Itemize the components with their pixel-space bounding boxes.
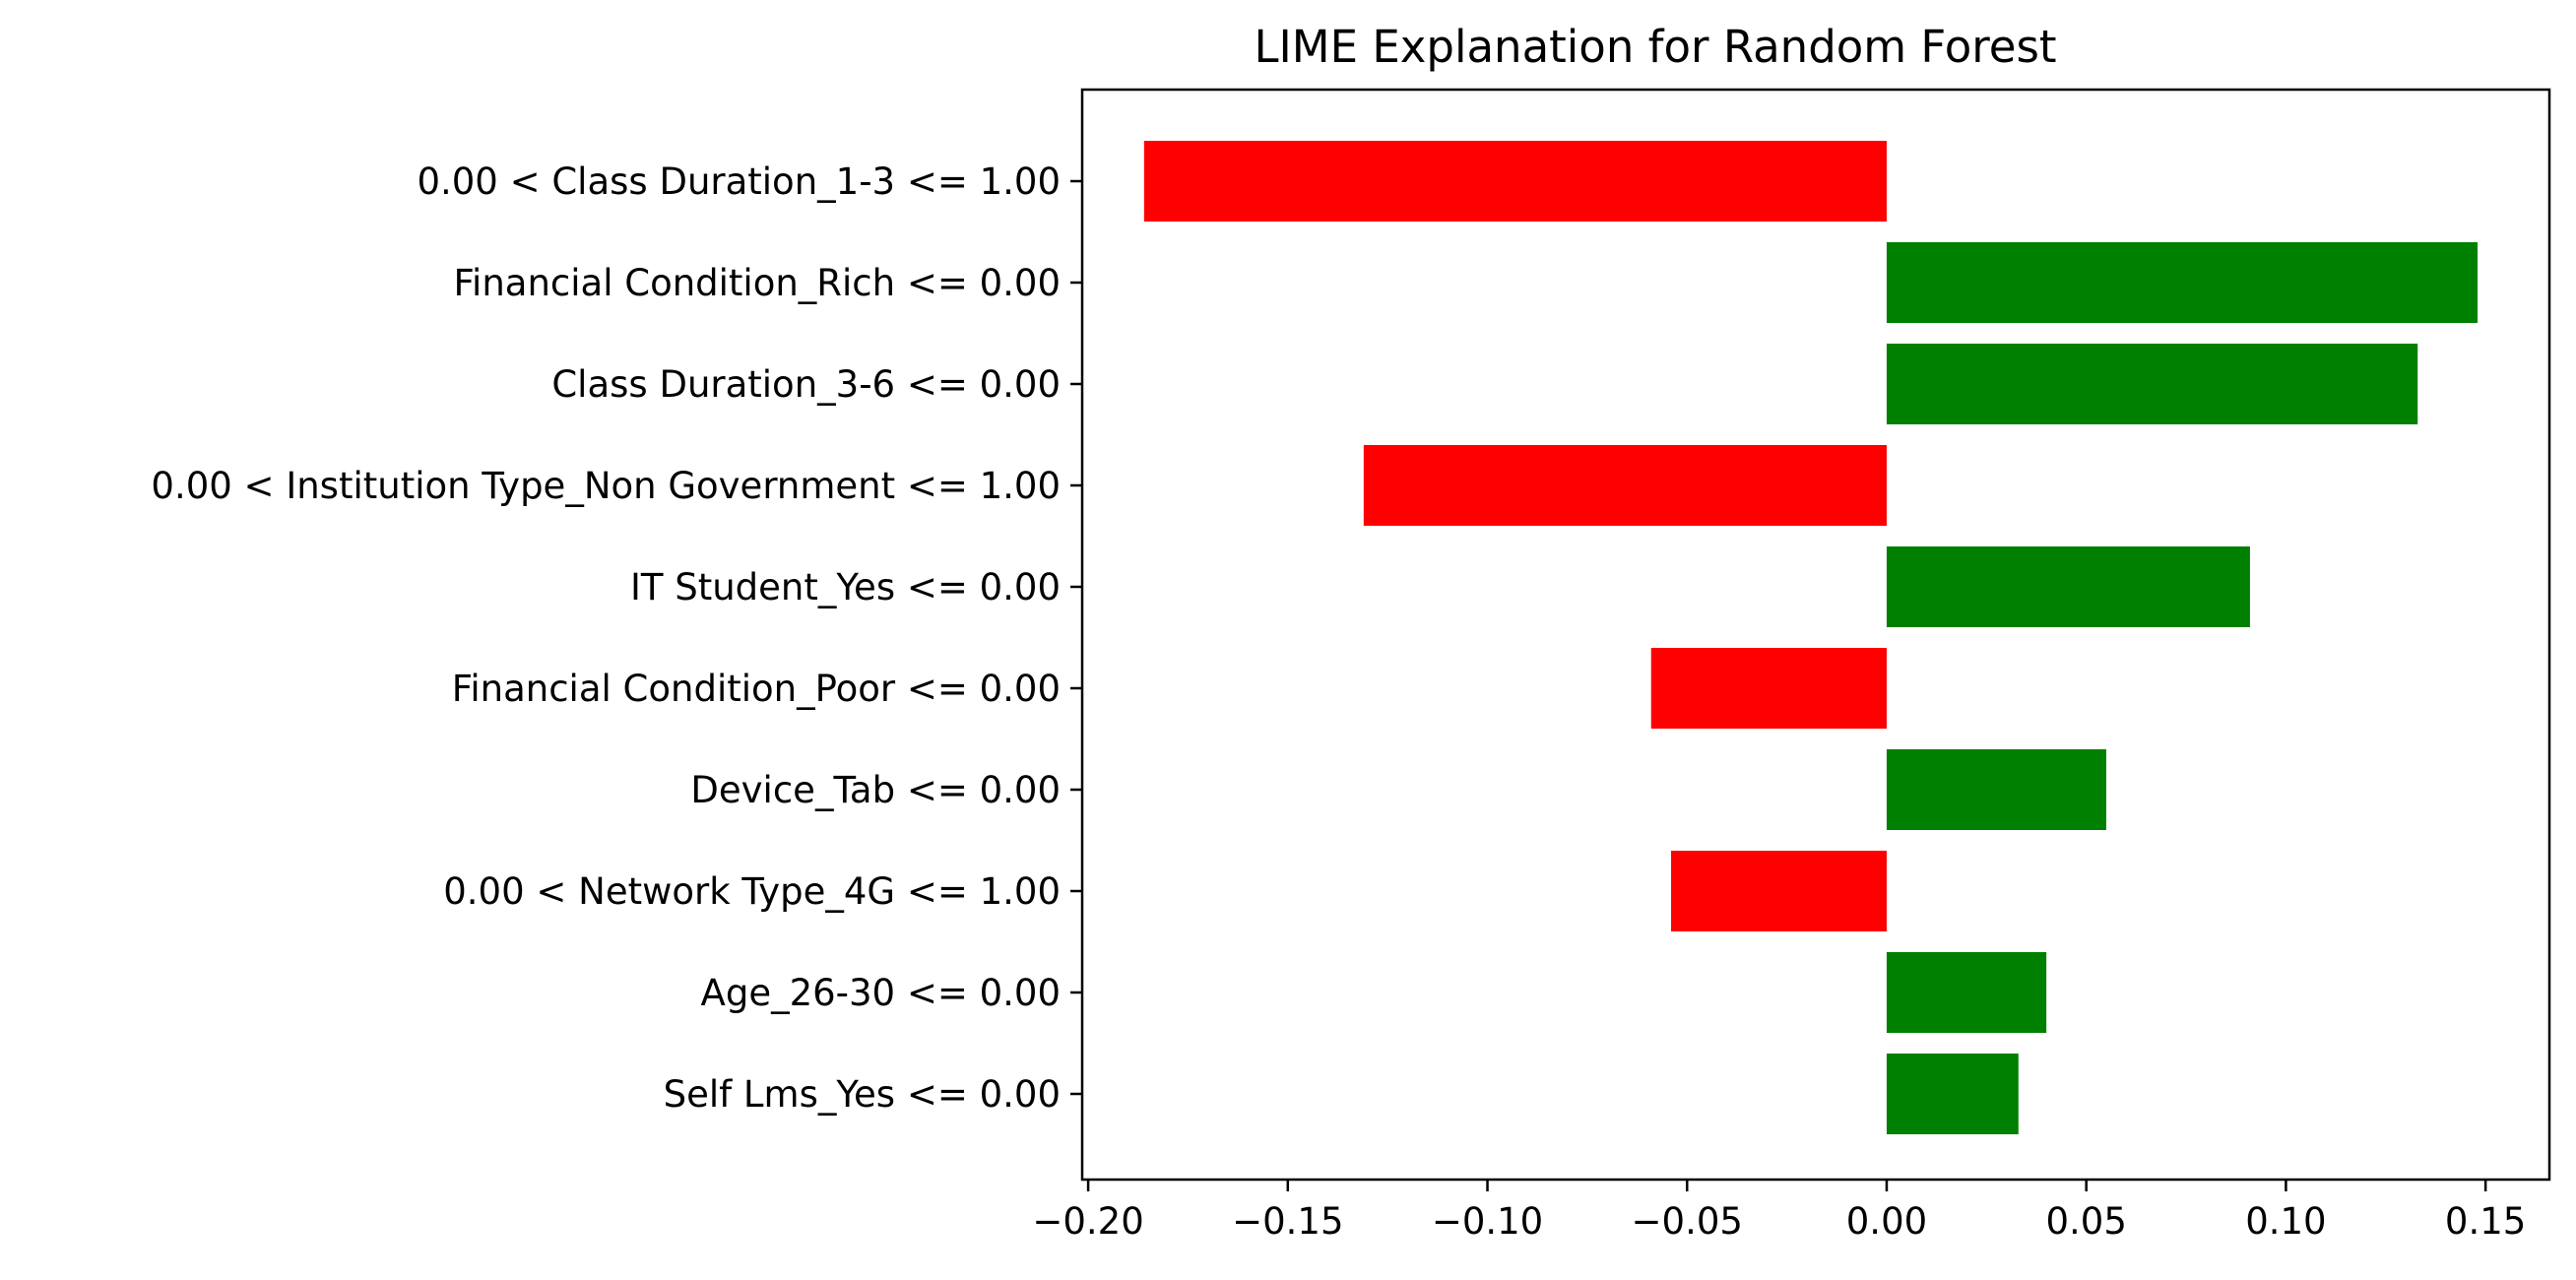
bar-3 bbox=[1363, 445, 1887, 526]
x-tick-label: 0.15 bbox=[2445, 1200, 2526, 1243]
y-tick-label: 0.00 < Class Duration_1-3 <= 1.00 bbox=[417, 160, 1061, 203]
y-tick-label: Device_Tab <= 0.00 bbox=[690, 769, 1061, 811]
y-tick-label: Financial Condition_Poor <= 0.00 bbox=[452, 668, 1061, 710]
x-tick-label: 0.10 bbox=[2245, 1200, 2326, 1243]
bars-layer bbox=[1143, 141, 2479, 1134]
bar-1 bbox=[1886, 242, 2479, 323]
x-tick-label: −0.15 bbox=[1232, 1200, 1343, 1243]
y-tick-label: 0.00 < Institution Type_Non Government <… bbox=[151, 465, 1061, 507]
bar-6 bbox=[1886, 749, 2106, 830]
plot-frame bbox=[1080, 88, 2551, 1182]
y-tick-label: Age_26-30 <= 0.00 bbox=[701, 972, 1061, 1014]
x-tick-label: −0.05 bbox=[1632, 1200, 1743, 1243]
y-tick-label: Financial Condition_Rich <= 0.00 bbox=[453, 262, 1061, 304]
y-tick-label: 0.00 < Network Type_4G <= 1.00 bbox=[443, 870, 1061, 913]
chart-title: LIME Explanation for Random Forest bbox=[1254, 21, 2056, 73]
x-tick-label: 0.00 bbox=[1846, 1200, 1927, 1243]
x-tick-label: 0.05 bbox=[2045, 1200, 2126, 1243]
bar-0 bbox=[1143, 141, 1887, 222]
bar-4 bbox=[1886, 546, 2250, 627]
bar-9 bbox=[1886, 1054, 2019, 1134]
x-axis-ticks: −0.20 −0.15 −0.10 −0.05 0.00 0.05 0.10 0.15 bbox=[1032, 1180, 2526, 1243]
y-tick-label: Self Lms_Yes <= 0.00 bbox=[664, 1073, 1061, 1116]
y-tick-label: Class Duration_3-6 <= 0.00 bbox=[551, 363, 1061, 406]
y-axis-ticks: 0.00 < Class Duration_1-3 <= 1.00 Financi… bbox=[151, 160, 1082, 1116]
bar-8 bbox=[1886, 952, 2047, 1033]
bar-5 bbox=[1650, 648, 1887, 729]
bar-2 bbox=[1886, 344, 2418, 424]
bar-7 bbox=[1671, 851, 1887, 931]
x-tick-label: −0.20 bbox=[1032, 1200, 1143, 1243]
x-tick-label: −0.10 bbox=[1432, 1200, 1543, 1243]
y-tick-label: IT Student_Yes <= 0.00 bbox=[630, 566, 1061, 608]
